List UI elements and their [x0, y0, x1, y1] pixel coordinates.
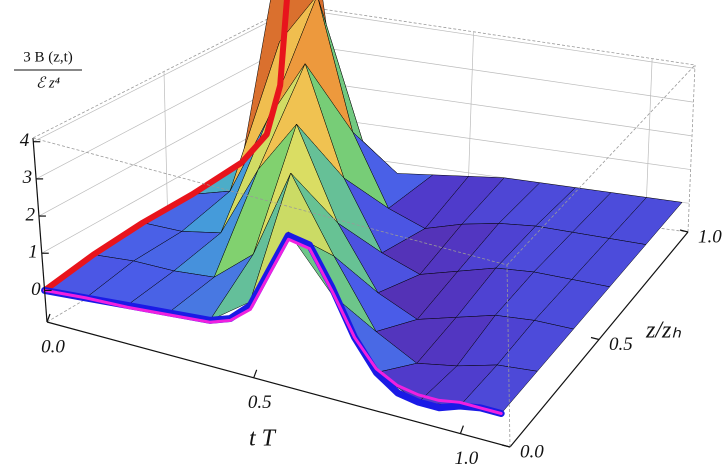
edge-curve — [41, 0, 290, 294]
v-tick-label: 2 — [25, 204, 35, 225]
x-axis-label: t T — [249, 426, 277, 452]
box-edge — [32, 137, 508, 266]
x-tick — [46, 313, 51, 323]
z-label-denominator: ℰ z⁴ — [36, 75, 60, 91]
y-axis-label: z/zₕ — [645, 318, 681, 344]
grid-line — [294, 8, 695, 69]
t-tick-label: 0.5 — [248, 392, 272, 413]
axis-line — [32, 137, 48, 323]
grid-line — [293, 43, 694, 103]
x-tick — [253, 369, 258, 379]
z-label-numerator: 3 B (z,t) — [23, 49, 73, 65]
v-tick-label: 3 — [22, 167, 33, 188]
z-tick — [501, 444, 511, 448]
grid-line — [467, 31, 474, 203]
edge-curve — [43, 237, 503, 416]
v-tick-label: 4 — [20, 130, 30, 151]
v-tick-label: 0 — [31, 279, 41, 300]
edge-curve — [41, 232, 505, 418]
axis-line — [46, 321, 511, 448]
t-tick-label: 0.0 — [41, 336, 65, 357]
x-tick — [459, 425, 464, 434]
z-tick-label: 0.5 — [609, 334, 633, 355]
z-tick — [679, 229, 689, 233]
z-tick-label: 1.0 — [698, 226, 722, 247]
box-edge — [294, 4, 696, 66]
z-tick-label: 0.0 — [520, 441, 544, 462]
box-edge — [506, 64, 696, 266]
grid-line — [292, 78, 693, 137]
z-tick — [590, 336, 600, 341]
t-tick-label: 1.0 — [455, 448, 479, 467]
box-edge — [506, 264, 511, 448]
grid-line — [291, 112, 691, 170]
box-edge — [687, 64, 696, 233]
v-tick-label: 1 — [28, 242, 38, 263]
